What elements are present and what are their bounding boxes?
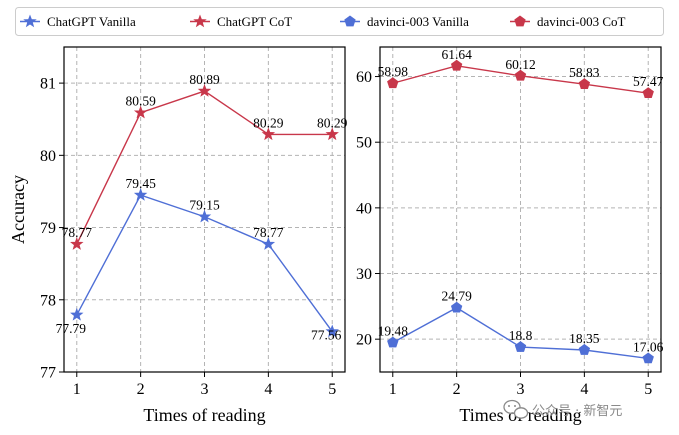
data-label: 80.29 bbox=[317, 115, 348, 130]
data-point bbox=[450, 301, 463, 313]
data-point bbox=[514, 69, 527, 81]
data-point bbox=[578, 344, 591, 355]
star-icon bbox=[23, 14, 37, 28]
data-label: 17.06 bbox=[633, 339, 664, 354]
series-davinci-003-vanilla: 19.48 24.79 18.8 18.35 17.06 bbox=[378, 289, 664, 364]
data-point bbox=[387, 77, 399, 89]
legend-item: davinci-003 Vanilla bbox=[340, 14, 469, 29]
x-tick-label: 4 bbox=[580, 381, 588, 398]
data-label: 57.47 bbox=[633, 74, 664, 89]
x-tick-label: 3 bbox=[201, 381, 209, 398]
data-point bbox=[133, 105, 148, 119]
data-point bbox=[197, 84, 212, 97]
watermark: 公众号 · 新智元 bbox=[503, 399, 622, 419]
data-label: 19.48 bbox=[378, 324, 409, 339]
data-label: 24.79 bbox=[441, 289, 472, 304]
chart-left-chatgpt: 77.79 79.45 79.15 78.77 77.56 78.77 80.59 80.89… bbox=[8, 46, 348, 425]
legend-item: ChatGPT Vanilla bbox=[20, 14, 136, 29]
data-point bbox=[450, 59, 463, 71]
data-label: 80.29 bbox=[253, 115, 284, 130]
y-tick-label: 50 bbox=[356, 135, 372, 152]
data-point bbox=[325, 127, 339, 141]
y-tick-label: 40 bbox=[356, 200, 372, 217]
x-tick-label: 2 bbox=[137, 381, 145, 398]
y-tick-label: 78 bbox=[40, 292, 56, 309]
series-chatgpt-vanilla: 77.79 79.45 79.15 78.77 77.56 bbox=[56, 176, 342, 342]
data-point bbox=[197, 209, 212, 223]
y-tick-label: 81 bbox=[40, 76, 56, 93]
y-tick-label: 60 bbox=[356, 69, 372, 86]
x-tick-label: 4 bbox=[264, 381, 272, 398]
data-label: 80.59 bbox=[125, 94, 156, 109]
wechat-icon bbox=[503, 399, 529, 419]
data-point bbox=[387, 336, 399, 348]
y-tick-label: 20 bbox=[356, 332, 372, 349]
legend-frame bbox=[15, 7, 664, 36]
x-tick-label: 2 bbox=[453, 381, 461, 398]
x-tick-label: 1 bbox=[73, 381, 81, 398]
data-point bbox=[514, 341, 527, 352]
series-davinci-003-cot: 58.98 61.64 60.12 58.83 57.47 bbox=[378, 47, 664, 98]
data-label: 78.77 bbox=[62, 225, 93, 240]
data-label: 77.56 bbox=[311, 328, 342, 343]
y-tick-label: 30 bbox=[356, 266, 372, 283]
legend-label: ChatGPT Vanilla bbox=[47, 14, 136, 29]
data-point bbox=[70, 237, 84, 250]
data-point bbox=[70, 307, 84, 321]
data-label: 61.64 bbox=[441, 47, 472, 62]
data-label: 18.8 bbox=[509, 328, 533, 343]
data-label: 18.35 bbox=[569, 331, 600, 346]
legend-item: davinci-003 CoT bbox=[510, 14, 626, 29]
data-point bbox=[325, 324, 339, 338]
x-tick-label: 5 bbox=[644, 381, 652, 398]
data-point bbox=[578, 78, 591, 90]
legend-label: davinci-003 CoT bbox=[537, 14, 626, 29]
data-label: 60.12 bbox=[505, 57, 535, 72]
data-label: 77.79 bbox=[56, 321, 87, 336]
data-point bbox=[642, 352, 654, 364]
data-point bbox=[261, 127, 276, 141]
data-label: 80.89 bbox=[189, 72, 220, 87]
y-tick-label: 79 bbox=[40, 220, 56, 237]
data-point bbox=[642, 87, 654, 98]
data-label: 79.45 bbox=[125, 176, 156, 191]
data-label: 58.83 bbox=[569, 65, 600, 80]
legend: ChatGPT Vanilla ChatGPT CoT davinci-003 Va… bbox=[15, 7, 664, 36]
legend-label: davinci-003 Vanilla bbox=[367, 14, 469, 29]
x-tick-label: 1 bbox=[389, 381, 397, 398]
pentagon-icon bbox=[514, 15, 526, 27]
y-axis-label: Accuracy bbox=[8, 175, 28, 244]
legend-item: ChatGPT CoT bbox=[190, 14, 292, 29]
data-label: 78.77 bbox=[253, 225, 284, 240]
watermark-text: 公众号 · 新智元 bbox=[532, 403, 622, 419]
data-point bbox=[133, 188, 148, 201]
y-tick-label: 77 bbox=[40, 365, 56, 382]
data-point bbox=[261, 237, 276, 250]
legend-label: ChatGPT CoT bbox=[217, 14, 292, 29]
x-tick-label: 3 bbox=[517, 381, 525, 398]
data-label: 79.15 bbox=[189, 198, 220, 213]
y-tick-label: 80 bbox=[40, 148, 56, 165]
x-axis-label: Times of reading bbox=[143, 405, 265, 425]
star-icon bbox=[193, 14, 207, 28]
pentagon-icon bbox=[344, 15, 356, 27]
series-chatgpt-cot: 78.77 80.59 80.89 80.29 80.29 bbox=[62, 72, 348, 250]
x-tick-label: 5 bbox=[328, 381, 336, 398]
data-label: 58.98 bbox=[378, 64, 409, 79]
